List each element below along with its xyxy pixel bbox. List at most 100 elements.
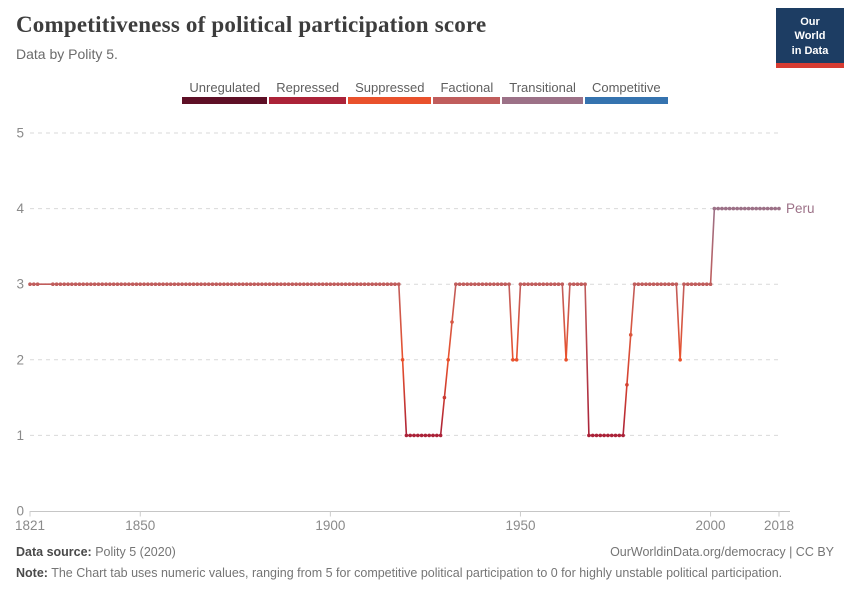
data-point-marker[interactable] (693, 282, 698, 286)
owid-logo[interactable]: Our World in Data (776, 8, 844, 68)
data-point-marker[interactable] (366, 282, 371, 286)
data-point-marker[interactable] (104, 282, 108, 286)
data-point-marker[interactable] (168, 282, 173, 286)
data-point-marker[interactable] (545, 282, 549, 286)
data-point-marker[interactable] (625, 382, 629, 387)
data-point-marker[interactable] (161, 282, 165, 286)
legend-item-competitive[interactable]: Competitive (584, 80, 669, 104)
data-point-marker[interactable] (66, 282, 70, 286)
data-point-marker[interactable] (203, 282, 207, 286)
data-point-marker[interactable] (313, 282, 317, 286)
data-point-marker[interactable] (727, 206, 732, 211)
data-point-marker[interactable] (742, 206, 747, 211)
data-point-marker[interactable] (28, 282, 32, 286)
data-point-marker[interactable] (731, 206, 736, 211)
data-point-marker[interactable] (533, 282, 538, 286)
data-point-marker[interactable] (621, 433, 625, 438)
data-point-marker[interactable] (507, 282, 511, 286)
data-point-marker[interactable] (229, 282, 234, 286)
data-point-marker[interactable] (750, 206, 755, 211)
data-point-marker[interactable] (461, 282, 466, 286)
data-point-marker[interactable] (225, 282, 230, 286)
data-point-marker[interactable] (142, 282, 146, 286)
data-point-marker[interactable] (176, 282, 181, 286)
data-point-marker[interactable] (522, 282, 527, 286)
data-point-marker[interactable] (701, 282, 705, 286)
data-point-marker[interactable] (191, 282, 196, 286)
data-point-marker[interactable] (431, 433, 435, 438)
data-point-marker[interactable] (571, 282, 576, 286)
data-point-marker[interactable] (712, 206, 717, 211)
data-point-marker[interactable] (149, 282, 154, 286)
data-point-marker[interactable] (632, 282, 637, 286)
legend-item-factional[interactable]: Factional (432, 80, 501, 104)
data-point-marker[interactable] (237, 282, 241, 286)
legend-item-unregulated[interactable]: Unregulated (181, 80, 268, 104)
data-point-marker[interactable] (377, 282, 382, 286)
data-point-marker[interactable] (244, 282, 249, 286)
data-point-marker[interactable] (275, 282, 279, 286)
data-point-marker[interactable] (73, 282, 78, 286)
data-point-marker[interactable] (206, 282, 211, 286)
data-point-marker[interactable] (294, 282, 298, 286)
data-point-marker[interactable] (267, 282, 272, 286)
data-point-marker[interactable] (511, 358, 515, 362)
data-point-marker[interactable] (100, 282, 105, 286)
data-point-marker[interactable] (476, 282, 481, 286)
data-point-marker[interactable] (427, 433, 432, 438)
data-point-marker[interactable] (526, 282, 530, 286)
data-point-marker[interactable] (336, 282, 340, 286)
data-point-marker[interactable] (58, 282, 63, 286)
data-point-marker[interactable] (666, 282, 671, 286)
data-point-marker[interactable] (708, 282, 713, 286)
data-point-marker[interactable] (393, 282, 397, 286)
data-point-marker[interactable] (537, 282, 542, 286)
data-point-marker[interactable] (773, 206, 777, 211)
data-point-marker[interactable] (389, 282, 393, 286)
series-end-label[interactable]: Peru (786, 201, 815, 216)
data-point-marker[interactable] (438, 433, 443, 438)
data-point-marker[interactable] (765, 206, 770, 211)
data-point-marker[interactable] (408, 433, 413, 438)
legend-item-transitional[interactable]: Transitional (501, 80, 584, 104)
data-point-marker[interactable] (716, 206, 720, 211)
data-point-marker[interactable] (419, 433, 424, 438)
data-point-marker[interactable] (241, 282, 245, 286)
data-point-marker[interactable] (260, 282, 264, 286)
data-point-marker[interactable] (704, 282, 709, 286)
data-point-marker[interactable] (678, 358, 682, 362)
data-point-marker[interactable] (739, 206, 743, 211)
data-point-marker[interactable] (343, 282, 348, 286)
data-point-marker[interactable] (560, 282, 565, 286)
data-point-marker[interactable] (119, 282, 124, 286)
data-point-marker[interactable] (298, 282, 302, 286)
data-point-marker[interactable] (499, 282, 504, 286)
data-point-marker[interactable] (355, 282, 359, 286)
chart-canvas[interactable]: 0 1 2 3 4 5 1821 1850 1900 1950 2000 2018 Peru (0, 110, 850, 540)
data-point-marker[interactable] (320, 282, 325, 286)
data-point-marker[interactable] (358, 282, 363, 286)
data-point-marker[interactable] (51, 282, 55, 286)
data-point-marker[interactable] (761, 206, 766, 211)
data-point-marker[interactable] (381, 282, 386, 286)
data-point-marker[interactable] (682, 282, 686, 286)
data-point-marker[interactable] (32, 282, 36, 286)
data-point-marker[interactable] (35, 282, 40, 286)
data-point-marker[interactable] (465, 282, 470, 286)
legend-item-repressed[interactable]: Repressed (268, 80, 347, 104)
datasource-value[interactable]: Polity 5 (2020) (95, 545, 176, 559)
data-point-marker[interactable] (374, 282, 378, 286)
data-point-marker[interactable] (324, 282, 329, 286)
data-point-marker[interactable] (301, 282, 306, 286)
data-point-marker[interactable] (442, 395, 447, 400)
data-point-marker[interactable] (290, 282, 295, 286)
data-point-marker[interactable] (777, 206, 781, 211)
data-point-marker[interactable] (564, 358, 568, 362)
data-point-marker[interactable] (579, 282, 584, 286)
data-point-marker[interactable] (134, 282, 139, 286)
data-point-marker[interactable] (153, 282, 158, 286)
data-point-marker[interactable] (309, 282, 314, 286)
data-point-marker[interactable] (70, 282, 74, 286)
data-point-marker[interactable] (503, 282, 508, 286)
data-point-marker[interactable] (222, 282, 226, 286)
